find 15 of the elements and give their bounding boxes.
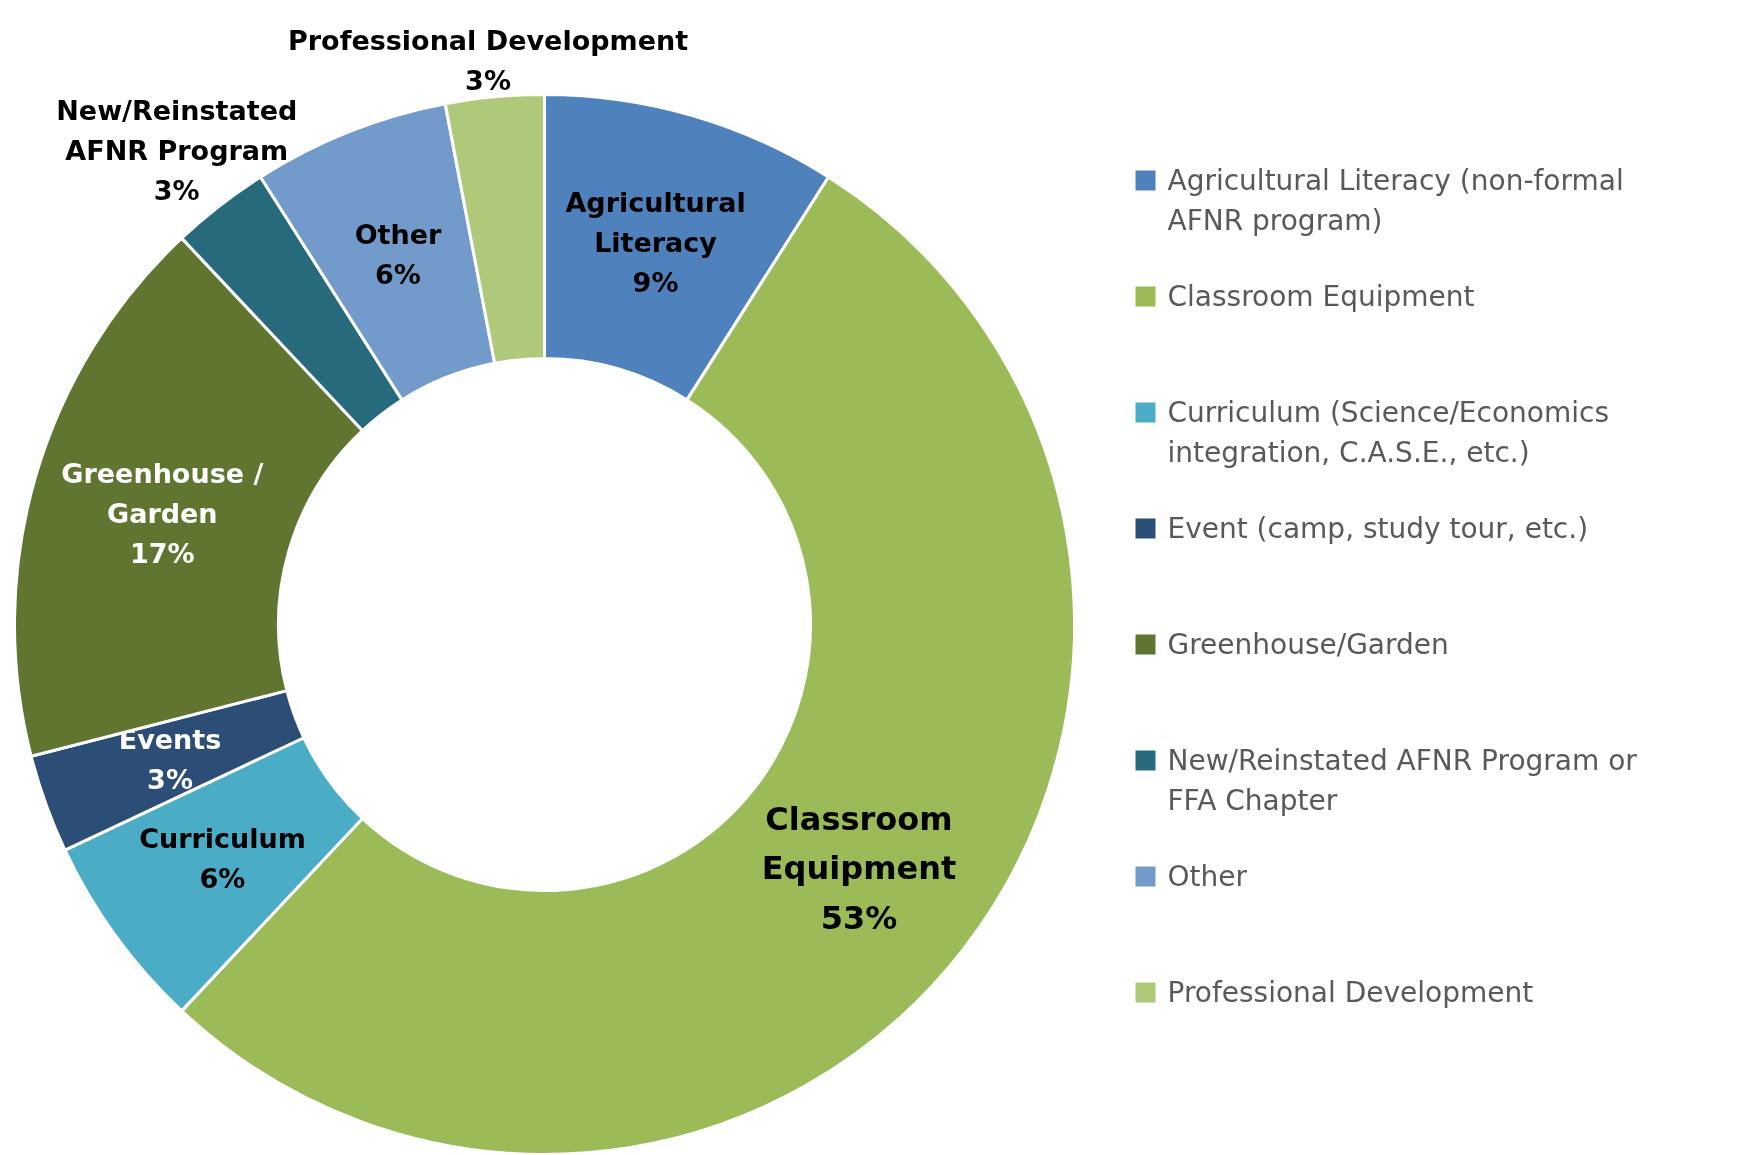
legend-label: New/Reinstated AFNR Program or FFA Chapter (1167, 744, 1638, 817)
data-label: New/Reinstated AFNR Program 3% (56, 94, 298, 207)
legend-label: Event (camp, study tour, etc.) (1167, 512, 1589, 545)
data-label: Greenhouse / Garden 17% (61, 457, 264, 570)
data-label: Other 6% (354, 218, 443, 291)
legend-label: Classroom Equipment (1167, 280, 1475, 313)
legend-label: Greenhouse/Garden (1167, 628, 1449, 661)
data-label: Professional Development 3% (287, 24, 689, 97)
legend-label: Curriculum (Science/Economics integration, C.A.S.E., etc.) (1167, 396, 1609, 469)
legend-label: Professional Development (1167, 976, 1534, 1009)
data-label: Agricultural Literacy 9% (565, 186, 746, 299)
data-label: Curriculum 6% (139, 822, 306, 895)
legend-label: Agricultural Literacy (non-formal AFNR program) (1167, 164, 1624, 237)
data-label: Classroom Equipment 53% (761, 800, 957, 937)
legend-label: Other (1167, 860, 1248, 893)
